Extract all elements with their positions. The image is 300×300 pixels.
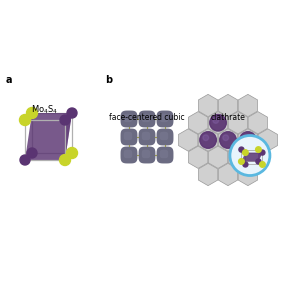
Text: face-centered cubic: face-centered cubic [109,113,185,122]
Text: b: b [105,75,112,85]
Polygon shape [157,146,173,164]
Polygon shape [121,146,137,164]
Circle shape [27,148,37,158]
Polygon shape [139,128,155,146]
Circle shape [213,118,219,123]
Polygon shape [157,128,173,146]
Circle shape [243,135,248,141]
Polygon shape [248,146,268,168]
Circle shape [20,115,31,125]
Polygon shape [198,94,218,117]
Polygon shape [124,150,132,158]
Polygon shape [218,94,238,117]
Polygon shape [121,110,137,127]
Circle shape [59,154,70,166]
Circle shape [233,152,239,158]
Circle shape [203,135,209,141]
Circle shape [26,107,38,118]
Text: clathrate: clathrate [211,113,245,122]
Polygon shape [228,146,248,168]
Circle shape [220,132,236,148]
Polygon shape [238,94,258,117]
Circle shape [256,147,261,152]
Text: Mo$_4$S$_4$: Mo$_4$S$_4$ [32,103,58,116]
Polygon shape [218,163,238,186]
Polygon shape [208,146,228,168]
Circle shape [67,108,77,118]
Polygon shape [142,150,150,158]
Circle shape [230,136,270,175]
Circle shape [260,162,265,167]
Polygon shape [258,129,278,151]
Polygon shape [142,114,150,122]
Polygon shape [228,112,248,134]
Polygon shape [160,114,168,122]
Circle shape [67,148,77,158]
Polygon shape [121,128,137,146]
Circle shape [256,159,261,164]
Polygon shape [157,110,173,127]
Polygon shape [198,129,218,151]
Polygon shape [124,114,132,122]
Polygon shape [160,150,168,158]
Polygon shape [188,112,208,134]
Circle shape [230,149,246,166]
Polygon shape [258,150,262,161]
Circle shape [243,162,248,167]
Circle shape [60,115,70,125]
Circle shape [238,159,244,164]
Polygon shape [238,129,258,151]
Circle shape [200,132,216,148]
Polygon shape [242,153,262,161]
Polygon shape [25,113,72,160]
Circle shape [20,155,30,165]
Polygon shape [208,112,228,134]
Polygon shape [65,113,72,160]
Circle shape [239,147,244,152]
Polygon shape [248,112,268,134]
Circle shape [223,135,229,141]
Polygon shape [188,146,208,168]
Polygon shape [142,132,150,140]
Polygon shape [139,110,155,127]
Polygon shape [238,163,258,186]
Polygon shape [139,146,155,164]
Circle shape [243,150,248,155]
Polygon shape [160,132,168,140]
Circle shape [210,115,226,131]
Circle shape [260,150,265,155]
Text: a: a [6,75,13,85]
Polygon shape [198,163,218,186]
Polygon shape [218,129,238,151]
Circle shape [240,132,256,148]
Polygon shape [178,129,198,151]
Polygon shape [124,132,132,140]
